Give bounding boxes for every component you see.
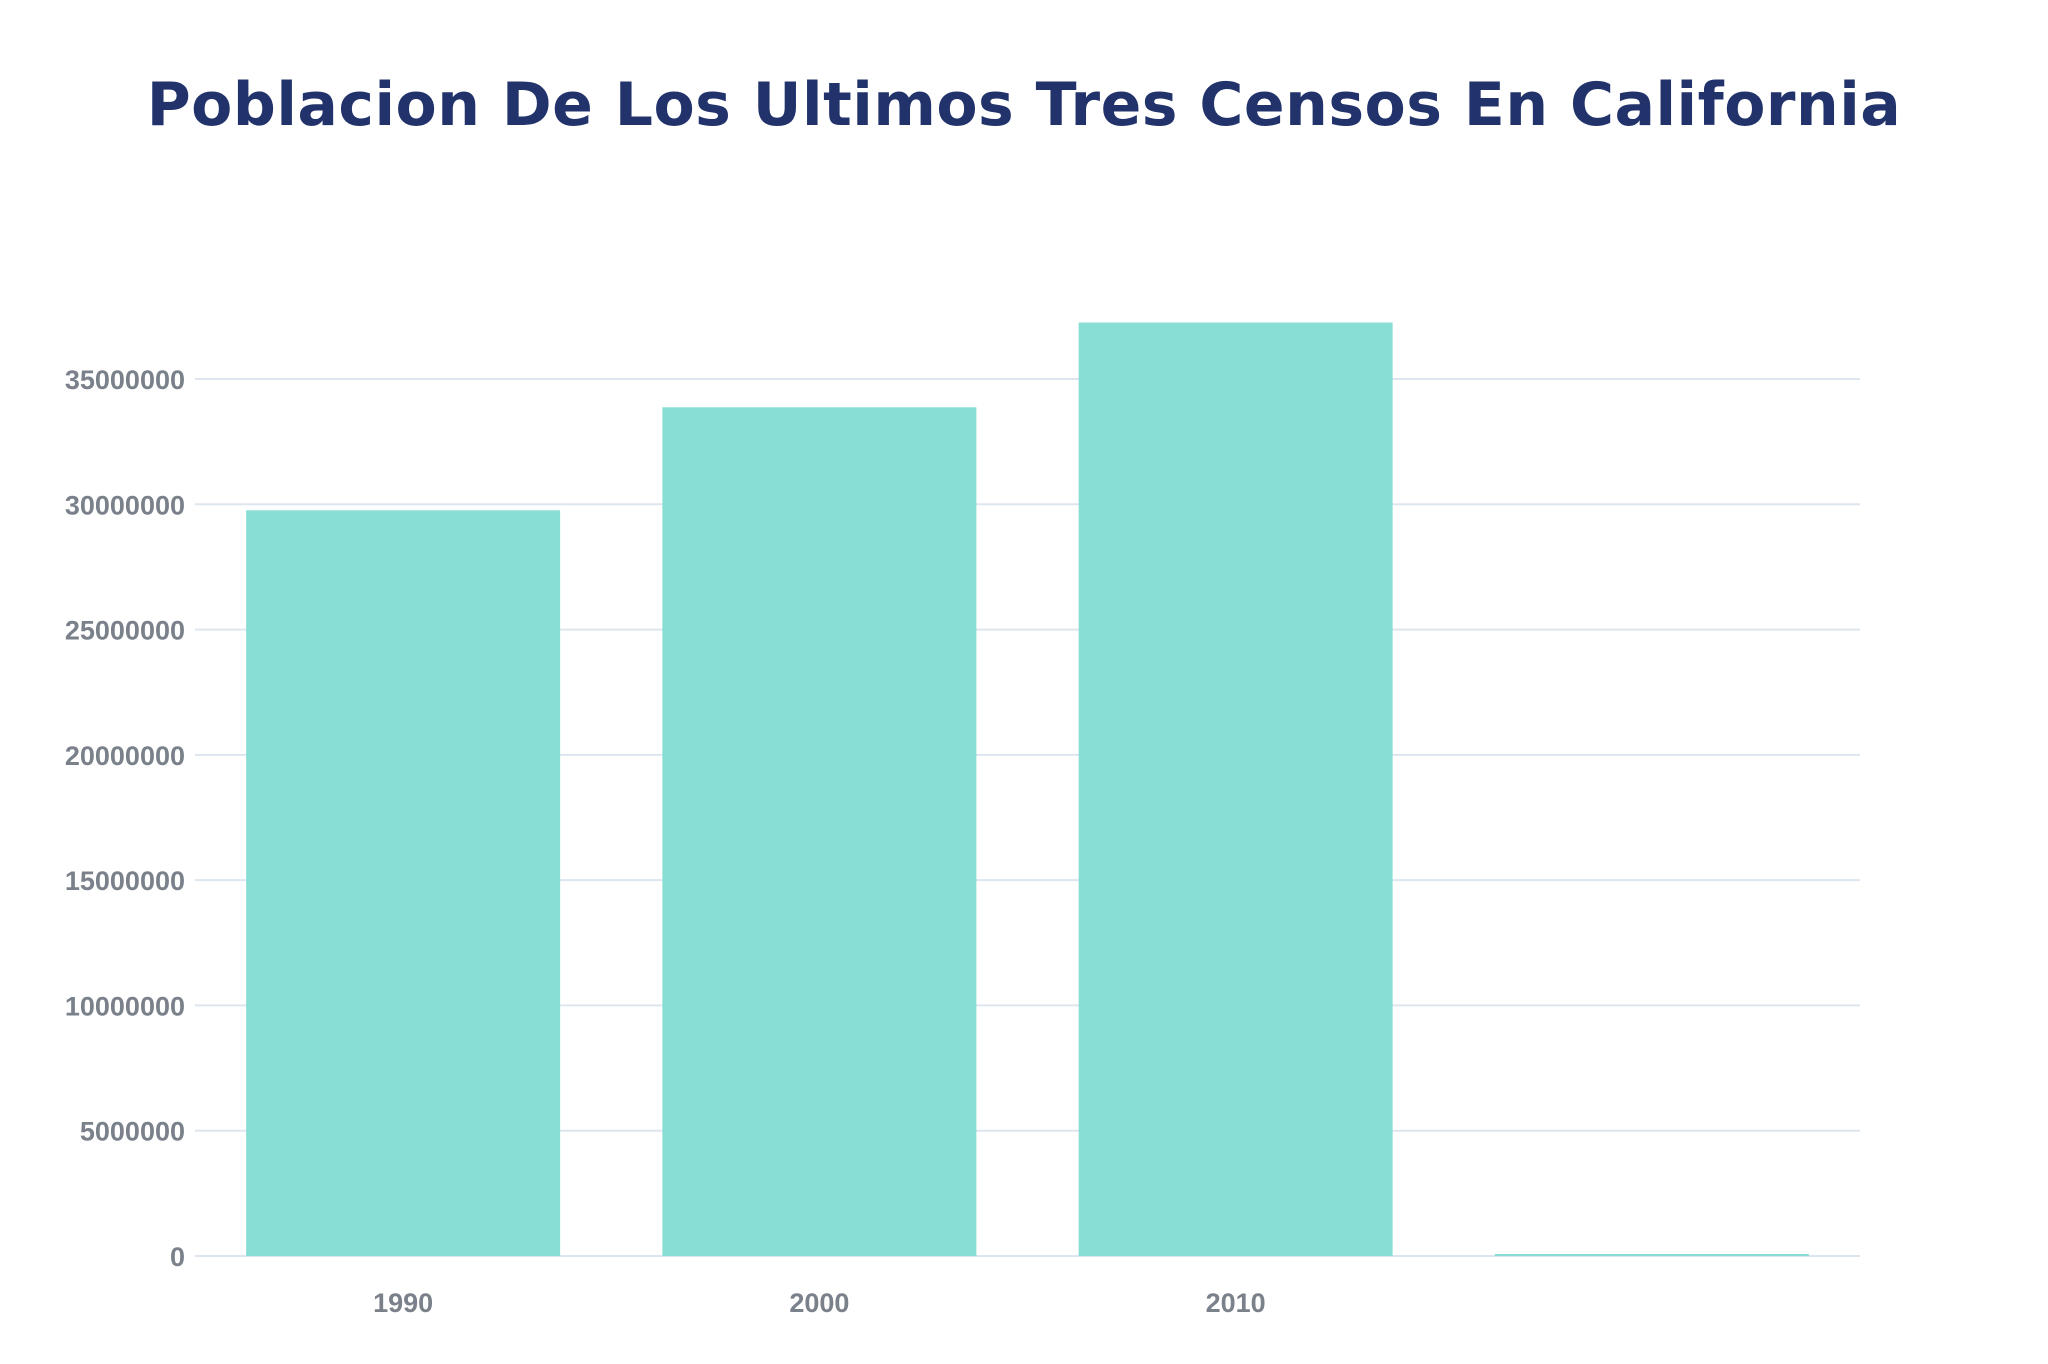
x-tick-label-2010: 2010 <box>1206 1288 1266 1318</box>
bar-2000[interactable] <box>662 407 977 1256</box>
y-axis-ticks: 0 5000000 10000000 15000000 20000000 25000000… <box>65 365 185 1272</box>
bar-1990[interactable] <box>246 510 561 1256</box>
y-tick-label: 35000000 <box>65 365 185 395</box>
x-tick-label-1990: 1990 <box>373 1288 433 1318</box>
chart-title: Poblacion De Los Ultimos Tres Censos En … <box>146 70 1902 140</box>
y-tick-label: 25000000 <box>65 616 185 646</box>
bar-2010[interactable] <box>1078 322 1393 1256</box>
y-tick-label: 20000000 <box>65 741 185 771</box>
y-tick-label: 0 <box>170 1242 185 1272</box>
bar-empty[interactable] <box>1494 1254 1809 1256</box>
x-tick-label-2000: 2000 <box>789 1288 849 1318</box>
bars <box>246 322 1809 1256</box>
y-tick-label: 5000000 <box>80 1117 185 1147</box>
y-tick-label: 15000000 <box>65 866 185 896</box>
y-tick-label: 30000000 <box>65 490 185 520</box>
x-axis-ticks: 1990 2000 2010 <box>373 1288 1266 1318</box>
y-tick-label: 10000000 <box>65 991 185 1021</box>
